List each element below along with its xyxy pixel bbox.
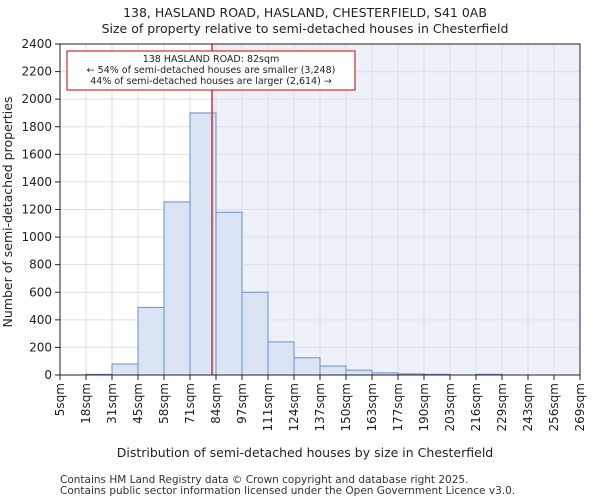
bar — [215, 211, 243, 376]
y-tick-label: 200 — [29, 340, 52, 354]
y-tick-label: 1000 — [21, 230, 52, 244]
chart-title-line2: Size of property relative to semi-detach… — [102, 21, 509, 36]
x-tick-label: 111sqm — [261, 383, 275, 431]
y-tick-label: 1600 — [21, 147, 52, 161]
x-tick-label: 124sqm — [287, 383, 301, 431]
y-tick-label: 400 — [29, 313, 52, 327]
bar — [345, 369, 373, 376]
annotation-frame — [66, 50, 356, 91]
x-tick-label: 150sqm — [339, 383, 353, 431]
x-axis: 5sqm 18sqm 31sqm 45sqm 58sqm 71sqm 84sqm 97sqm 1… — [53, 375, 587, 431]
x-tick-label: 31sqm — [105, 383, 119, 424]
annotation-line1: 138 HASLAND ROAD: 82sqm — [143, 54, 280, 65]
y-tick-label: 0 — [44, 368, 52, 382]
bar — [163, 201, 191, 376]
y-tick-label: 600 — [29, 285, 52, 299]
bars — [85, 112, 503, 376]
chart-title-line1: 138, HASLAND ROAD, HASLAND, CHESTERFIELD… — [123, 5, 487, 20]
x-tick-label: 190sqm — [417, 383, 431, 431]
bar — [137, 306, 165, 376]
y-tick-label: 1200 — [21, 203, 52, 217]
x-axis-label: Distribution of semi-detached houses by … — [117, 445, 493, 460]
x-tick-label: 137sqm — [313, 383, 327, 431]
x-tick-label: 229sqm — [495, 383, 509, 431]
annotation-line3: 44% of semi-detached houses are larger (… — [90, 76, 332, 87]
footer-line1: Contains HM Land Registry data © Crown c… — [60, 474, 468, 486]
y-tick-label: 1400 — [21, 175, 52, 189]
x-tick-label: 18sqm — [79, 383, 93, 424]
y-tick-label: 1800 — [21, 120, 52, 134]
x-tick-label: 243sqm — [521, 383, 535, 431]
bar — [293, 357, 321, 376]
y-tick-label: 2400 — [21, 37, 52, 51]
footer-line2: Contains public sector information licen… — [60, 485, 515, 497]
x-tick-label: 84sqm — [209, 383, 223, 424]
bar — [319, 365, 347, 376]
x-tick-label: 269sqm — [573, 383, 587, 431]
bar — [111, 363, 139, 376]
y-tick-label: 2200 — [21, 65, 52, 79]
y-axis-label: Number of semi-detached properties — [0, 97, 15, 328]
x-tick-label: 45sqm — [131, 383, 145, 424]
x-tick-label: 256sqm — [547, 383, 561, 431]
x-tick-label: 216sqm — [469, 383, 483, 431]
x-tick-label: 71sqm — [183, 383, 197, 424]
y-tick-label: 800 — [29, 258, 52, 272]
x-tick-label: 97sqm — [235, 383, 249, 424]
bar — [267, 341, 295, 376]
x-tick-label: 177sqm — [391, 383, 405, 431]
x-tick-label: 203sqm — [443, 383, 457, 431]
y-axis: 0 200 400 600 800 1000 1200 1400 1600 1800 2000 220… — [21, 37, 60, 382]
annotation-line2: ← 54% of semi-detached houses are smalle… — [87, 65, 336, 76]
x-tick-label: 58sqm — [157, 383, 171, 424]
y-tick-label: 2000 — [21, 92, 52, 106]
x-tick-label: 163sqm — [365, 383, 379, 431]
annotation-box: 138 HASLAND ROAD: 82sqm ← 54% of semi-de… — [66, 50, 356, 91]
bar — [241, 291, 269, 376]
x-tick-label: 5sqm — [53, 383, 67, 416]
